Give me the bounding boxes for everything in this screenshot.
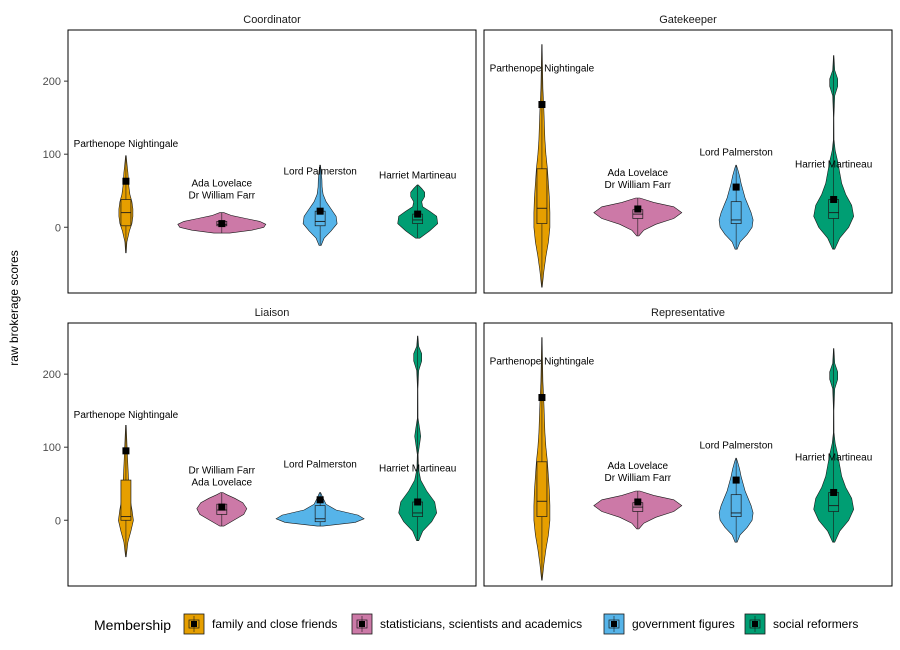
mean-point <box>830 488 838 496</box>
point-annotation: Parthenope Nightingale <box>74 410 179 421</box>
mean-point <box>414 498 422 506</box>
panel-frame <box>483 29 893 294</box>
legend-key-mean <box>752 621 758 627</box>
legend-key-mean <box>191 621 197 627</box>
point-annotation: Dr William Farr <box>604 180 671 191</box>
y-tick-label: 100 <box>43 442 61 454</box>
mean-point <box>634 498 642 506</box>
panel-frame <box>67 322 477 587</box>
point-annotation: Dr William Farr <box>188 190 255 201</box>
mean-point <box>538 394 546 402</box>
facet-title: Liaison <box>255 307 290 319</box>
mean-point <box>316 207 324 215</box>
facet-title: Gatekeeper <box>659 14 717 26</box>
point-annotation: Parthenope Nightingale <box>490 64 595 75</box>
point-annotation: Ada Lovelace <box>608 168 669 179</box>
y-tick-label: 200 <box>43 369 61 381</box>
mean-point <box>218 220 226 228</box>
facet-panel-representative: Representative Parthenope Nightingale Ada … <box>483 307 893 587</box>
mean-point <box>634 205 642 213</box>
legend-key-mean <box>359 621 365 627</box>
point-annotation: Lord Palmerston <box>699 441 772 452</box>
facet-panel-coordinator: Coordinator 0 100 200 Parthenope Nightingale… <box>43 14 477 294</box>
box-iqr <box>536 461 548 517</box>
point-annotation: Harriet Martineau <box>379 463 456 474</box>
point-annotation: Dr William Farr <box>188 465 255 476</box>
mean-point <box>122 177 130 185</box>
point-annotation: Harriet Martineau <box>795 159 872 170</box>
legend-title: Membership <box>94 617 171 633</box>
point-annotation: Lord Palmerston <box>283 167 356 178</box>
mean-point <box>732 476 740 484</box>
mean-point <box>732 183 740 191</box>
point-annotation: Ada Lovelace <box>192 477 253 488</box>
legend-key-box <box>188 619 200 629</box>
facet-title: Coordinator <box>243 14 301 26</box>
y-axis-label: raw brokerage scores <box>7 250 21 365</box>
facet-panel-gatekeeper: Gatekeeper Parthenope Nightingale Ada Love… <box>483 14 893 294</box>
violin-group: Harriet Martineau <box>795 348 872 543</box>
point-annotation: Lord Palmerston <box>699 148 772 159</box>
point-annotation: Harriet Martineau <box>379 170 456 181</box>
violin-group: Parthenope Nightingale <box>490 337 595 581</box>
legend-label: statisticians, scientists and academics <box>380 617 582 631</box>
mean-point <box>218 503 226 511</box>
violin-group: Lord Palmerston <box>283 164 357 246</box>
y-tick-label: 100 <box>43 149 61 161</box>
box-iqr <box>314 505 326 523</box>
mean-point <box>122 447 130 455</box>
violin-group: Harriet Martineau <box>795 55 872 250</box>
y-tick-label: 0 <box>55 222 61 234</box>
legend-key-box <box>749 619 761 629</box>
box-iqr <box>730 201 742 224</box>
violin-group: Lord Palmerston <box>699 148 773 250</box>
panel-frame <box>67 29 477 294</box>
point-annotation: Parthenope Nightingale <box>74 139 179 150</box>
violin-group: Parthenope Nightingale <box>490 44 595 288</box>
legend-entry: statisticians, scientists and academics <box>351 613 582 635</box>
violin-group: Parthenope Nightingale <box>74 410 179 558</box>
facet-title: Representative <box>651 307 725 319</box>
legend-entry: social reformers <box>744 613 858 635</box>
point-annotation: Parthenope Nightingale <box>490 357 595 368</box>
violin-group: Lord Palmerston <box>699 441 773 543</box>
mean-point <box>538 101 546 109</box>
box-iqr <box>120 479 132 521</box>
y-tick-label: 200 <box>43 76 61 88</box>
point-annotation: Lord Palmerston <box>283 460 356 471</box>
legend-label: government figures <box>632 617 735 631</box>
point-annotation: Ada Lovelace <box>608 461 669 472</box>
violin-group: Lord Palmerston <box>275 460 365 527</box>
violin-group: Parthenope Nightingale <box>74 139 179 254</box>
mean-point <box>316 496 324 504</box>
legend-label: social reformers <box>773 617 858 631</box>
legend-key-box <box>608 619 620 629</box>
box-iqr <box>536 168 548 224</box>
mean-point <box>830 195 838 203</box>
chart-panels: Coordinator 0 100 200 Parthenope Nightingale… <box>43 14 893 587</box>
point-annotation: Ada Lovelace <box>192 178 253 189</box>
point-annotation: Harriet Martineau <box>795 452 872 463</box>
panel-frame <box>483 322 893 587</box>
point-annotation: Dr William Farr <box>604 473 671 484</box>
violin-group: Harriet Martineau <box>379 170 456 239</box>
mean-point <box>414 210 422 218</box>
legend-key-box <box>356 619 368 629</box>
box-iqr <box>730 494 742 517</box>
legend: Membership family and close friends stati… <box>94 613 858 635</box>
legend-entry: government figures <box>603 613 735 635</box>
legend-key-mean <box>611 621 617 627</box>
facet-panel-liaison: Liaison 0 100 200 Parthenope Nightingale Dr W… <box>43 307 477 587</box>
legend-entry: family and close friends <box>183 613 337 635</box>
legend-label: family and close friends <box>212 617 337 631</box>
violin-group: Harriet Martineau <box>379 335 456 541</box>
y-tick-label: 0 <box>55 515 61 527</box>
